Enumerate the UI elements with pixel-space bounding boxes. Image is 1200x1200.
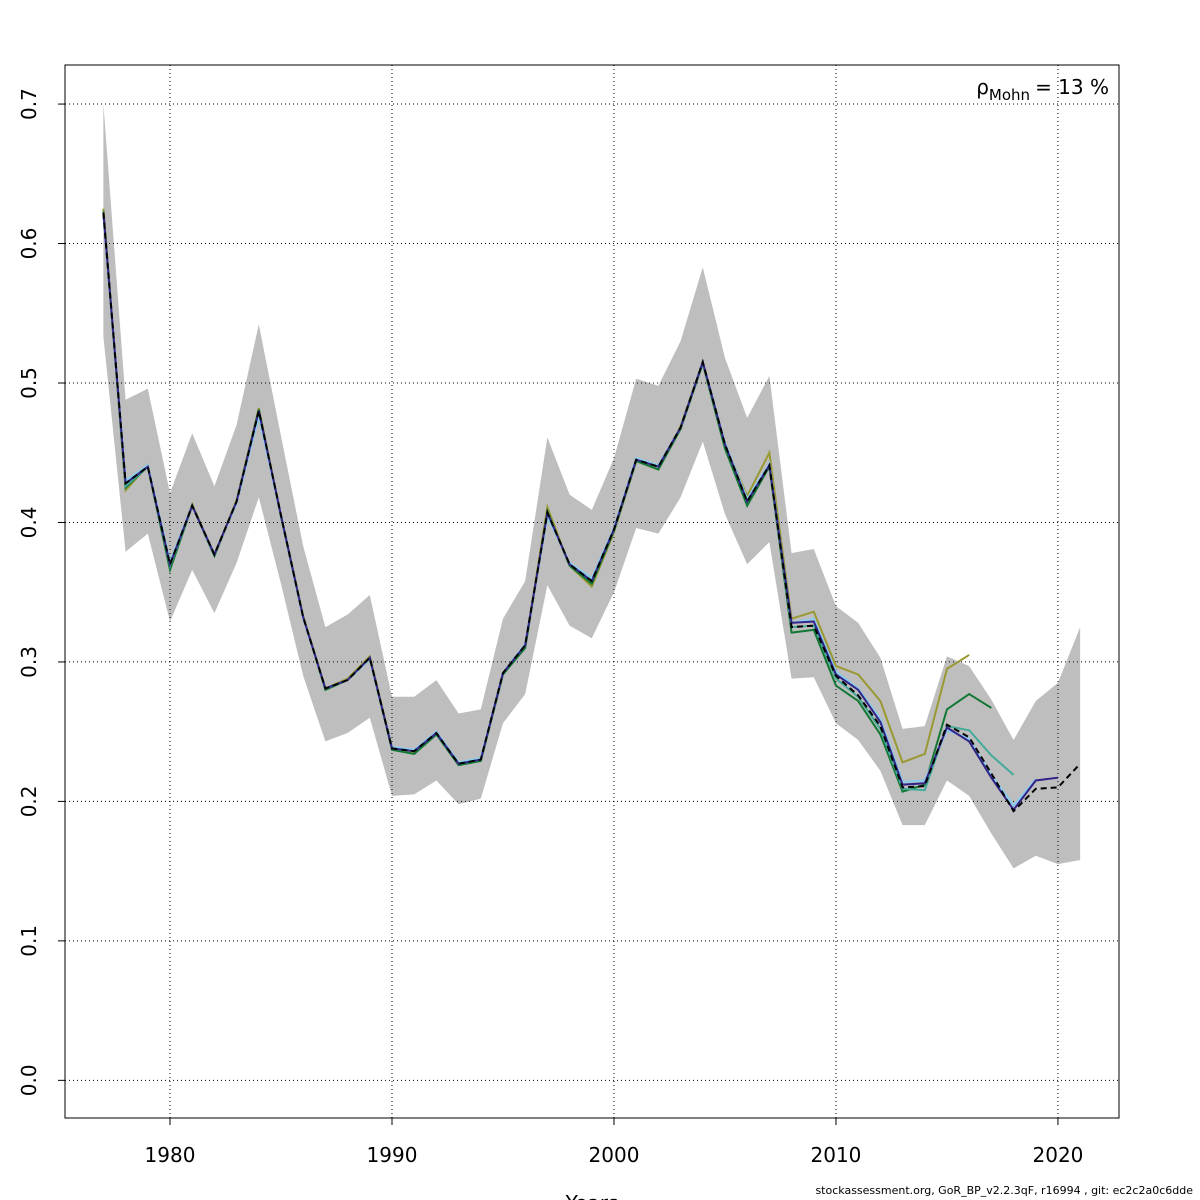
- annotation-text: = 13 %: [1035, 75, 1109, 99]
- footer: stockassessment.org, GoR_BP_v2.2.3qF, r1…: [815, 1184, 1193, 1197]
- y-tick-label: 0.6: [17, 228, 41, 260]
- plot-frame: [64, 64, 1120, 1119]
- y-tick-label: 0.5: [17, 367, 41, 399]
- annotation-subscript: Mohn: [989, 86, 1030, 104]
- x-tick-label: 1980: [145, 1143, 196, 1167]
- y-tick-label: 0.3: [17, 646, 41, 678]
- x-axis-label: Years: [565, 1191, 619, 1200]
- y-tick-label: 0.7: [17, 88, 41, 120]
- annotation: ρMohn = 13 %: [976, 75, 1109, 104]
- y-tick-label: 0.2: [17, 785, 41, 817]
- y-tick-label: 0.1: [17, 925, 41, 957]
- y-tick-label: 0.4: [17, 507, 41, 539]
- series-line: [102, 212, 1081, 813]
- x-tick-label: 1990: [367, 1143, 418, 1167]
- annotation-symbol: ρ: [976, 75, 989, 99]
- y-tick-label: 0.0: [17, 1064, 41, 1096]
- x-tick-label: 2000: [589, 1143, 640, 1167]
- x-tick-label: 2020: [1033, 1143, 1084, 1167]
- x-tick-label: 2010: [811, 1143, 862, 1167]
